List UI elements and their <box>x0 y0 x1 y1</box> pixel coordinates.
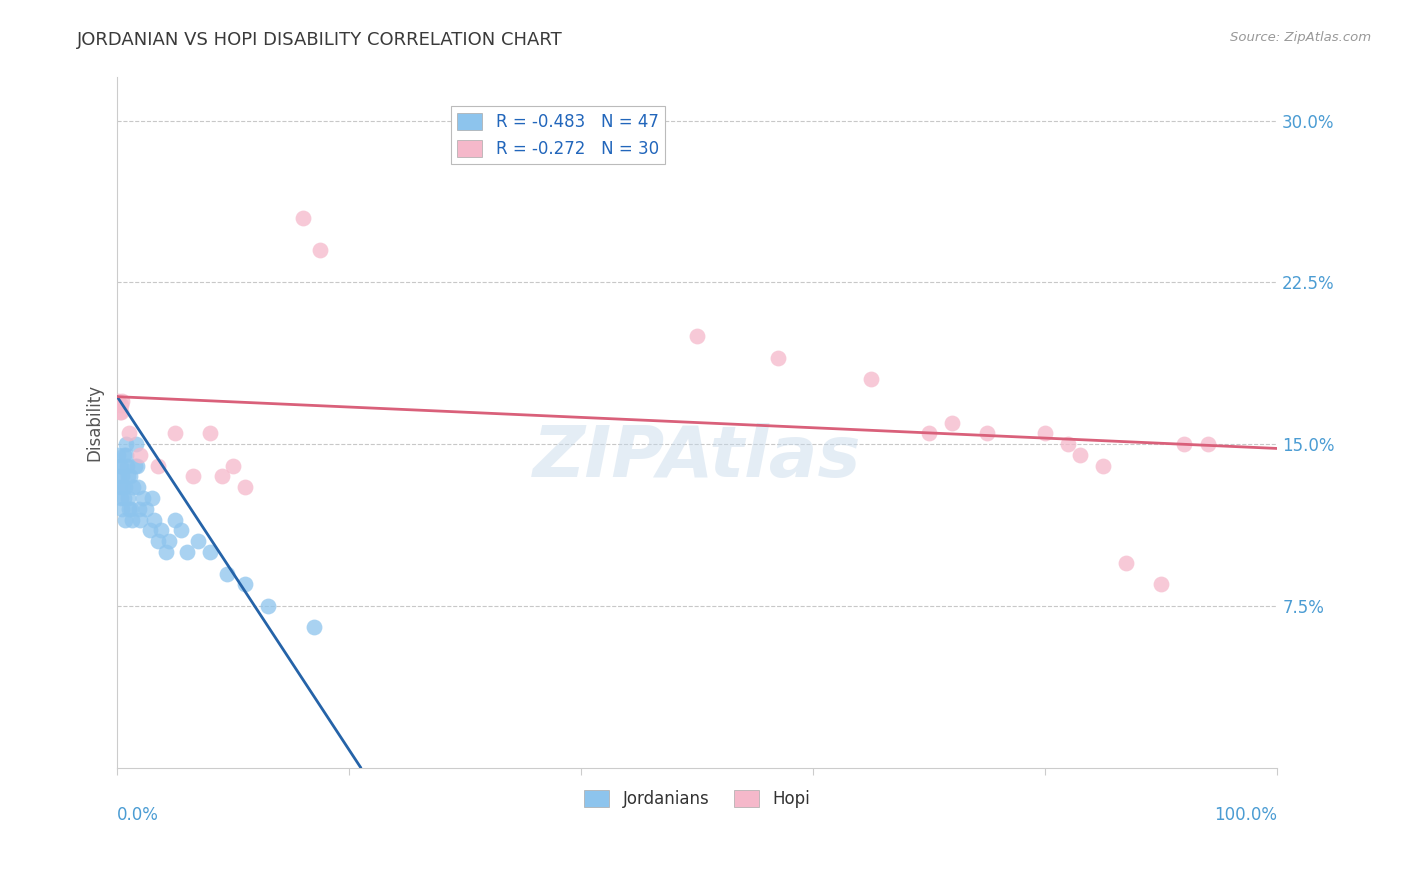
Point <box>111 501 134 516</box>
Point <box>108 469 131 483</box>
Point <box>108 480 131 494</box>
Point <box>112 448 135 462</box>
Point <box>155 545 177 559</box>
Point <box>125 437 148 451</box>
Point <box>138 524 160 538</box>
Point <box>107 448 129 462</box>
Point <box>129 448 152 462</box>
Point <box>1173 437 1195 451</box>
Point <box>233 577 256 591</box>
Point <box>686 329 709 343</box>
Point <box>108 458 131 473</box>
Point <box>1115 556 1137 570</box>
Point <box>941 416 963 430</box>
Text: Source: ZipAtlas.com: Source: ZipAtlas.com <box>1230 31 1371 45</box>
Point <box>114 480 136 494</box>
Point <box>181 469 204 483</box>
Point <box>918 426 941 441</box>
Point <box>165 426 187 441</box>
Point <box>110 405 132 419</box>
Text: 100.0%: 100.0% <box>1215 805 1277 823</box>
Legend: Jordanians, Hopi: Jordanians, Hopi <box>578 783 817 814</box>
Point <box>122 480 145 494</box>
Text: ZIPAtlas: ZIPAtlas <box>533 423 862 491</box>
Point <box>115 448 138 462</box>
Point <box>117 469 139 483</box>
Point <box>304 620 326 634</box>
Point <box>127 480 149 494</box>
Point <box>157 534 180 549</box>
Point <box>132 491 155 505</box>
Point <box>118 469 141 483</box>
Point <box>115 437 138 451</box>
Text: JORDANIAN VS HOPI DISABILITY CORRELATION CHART: JORDANIAN VS HOPI DISABILITY CORRELATION… <box>77 31 562 49</box>
Point <box>198 426 221 441</box>
Point <box>110 458 132 473</box>
Point <box>118 426 141 441</box>
Point <box>121 513 143 527</box>
Point <box>146 458 169 473</box>
Point <box>110 491 132 505</box>
Point <box>114 513 136 527</box>
Point <box>111 480 134 494</box>
Point <box>1197 437 1219 451</box>
Point <box>150 524 173 538</box>
Point <box>1069 448 1091 462</box>
Point <box>1092 458 1115 473</box>
Point <box>125 458 148 473</box>
Point <box>111 394 134 409</box>
Point <box>110 398 132 412</box>
Point <box>976 426 998 441</box>
Point <box>309 243 332 257</box>
Point <box>198 545 221 559</box>
Point <box>211 469 233 483</box>
Point <box>187 534 209 549</box>
Point <box>1057 437 1080 451</box>
Point <box>129 513 152 527</box>
Point <box>1150 577 1173 591</box>
Y-axis label: Disability: Disability <box>86 384 103 461</box>
Point <box>257 599 280 613</box>
Point <box>141 491 163 505</box>
Point <box>111 469 134 483</box>
Point <box>146 534 169 549</box>
Point <box>1033 426 1056 441</box>
Point <box>222 458 245 473</box>
Point <box>118 501 141 516</box>
Point <box>117 491 139 505</box>
Point <box>217 566 239 581</box>
Text: 0.0%: 0.0% <box>117 805 159 823</box>
Point <box>170 524 193 538</box>
Point <box>176 545 198 559</box>
Point <box>120 501 142 516</box>
Point <box>233 480 256 494</box>
Point <box>768 351 790 365</box>
Point <box>124 458 146 473</box>
Point <box>165 513 187 527</box>
Point <box>112 491 135 505</box>
Point <box>108 405 131 419</box>
Point <box>860 372 883 386</box>
Point <box>143 513 166 527</box>
Point <box>107 394 129 409</box>
Point <box>291 211 314 225</box>
Point <box>128 501 150 516</box>
Point <box>115 458 138 473</box>
Point <box>135 501 157 516</box>
